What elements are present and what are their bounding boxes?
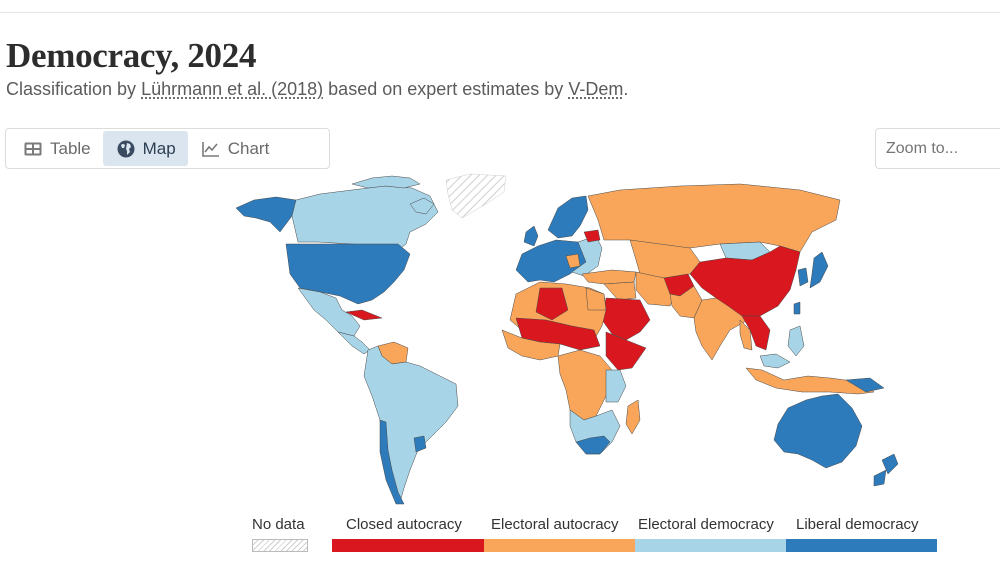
globe-icon	[117, 140, 135, 157]
india[interactable]	[693, 297, 749, 361]
malaysia[interactable]	[759, 353, 791, 369]
indonesia[interactable]	[745, 367, 875, 395]
subtitle-text: .	[623, 79, 629, 99]
legend-swatch-closed-autocracy[interactable]	[332, 539, 484, 552]
tab-table-label: Table	[50, 138, 91, 158]
korea[interactable]	[797, 267, 809, 287]
legend-label-no-data: No data	[252, 516, 305, 533]
philippines[interactable]	[787, 325, 805, 357]
china[interactable]	[689, 245, 801, 317]
papua-new-guinea[interactable]	[845, 377, 885, 393]
legend-label-liberal-democracy: Liberal democracy	[796, 516, 919, 533]
table-icon	[24, 142, 42, 155]
legend-label-electoral-democracy: Electoral democracy	[638, 516, 774, 533]
thailand[interactable]	[739, 319, 753, 351]
tab-chart-label: Chart	[227, 138, 270, 158]
south-africa[interactable]	[575, 435, 611, 455]
subtitle-text: Classification by	[6, 79, 142, 99]
east-africa[interactable]	[605, 369, 627, 403]
greenland[interactable]	[445, 173, 507, 219]
legend-label-closed-autocracy: Closed autocracy	[346, 516, 462, 533]
line-chart-icon	[201, 141, 219, 157]
cuba[interactable]	[345, 309, 383, 321]
page-title: Democracy, 2024	[6, 36, 257, 75]
russia[interactable]	[587, 183, 841, 253]
mexico[interactable]	[297, 287, 361, 337]
alaska[interactable]	[235, 196, 297, 233]
zoom-to-input[interactable]	[875, 128, 1000, 169]
source-link-luhrmann[interactable]: Lührmann et al. (2018)	[141, 79, 324, 99]
tab-table[interactable]: Table	[10, 131, 103, 166]
new-zealand[interactable]	[873, 453, 899, 487]
tab-chart[interactable]: Chart	[188, 131, 282, 166]
scandinavia[interactable]	[547, 195, 589, 239]
canada[interactable]	[291, 185, 439, 253]
ethiopia-horn[interactable]	[605, 331, 647, 371]
saudi-arabia[interactable]	[601, 297, 651, 341]
legend-swatch-no-data	[252, 539, 308, 552]
top-divider	[0, 12, 1000, 13]
chile[interactable]	[379, 419, 405, 505]
taiwan[interactable]	[793, 301, 801, 315]
source-link-vdem[interactable]: V-Dem	[568, 79, 624, 99]
turkey[interactable]	[581, 269, 637, 285]
uk-ireland[interactable]	[523, 225, 539, 247]
madagascar[interactable]	[625, 399, 641, 435]
world-map[interactable]	[0, 170, 1000, 510]
algeria[interactable]	[535, 287, 569, 321]
japan[interactable]	[809, 251, 829, 289]
map-legend: No data Closed autocracy Electoral autoc…	[0, 512, 1000, 557]
page-subtitle: Classification by Lührmann et al. (2018)…	[6, 79, 628, 100]
legend-label-electoral-autocracy: Electoral autocracy	[491, 516, 619, 533]
syria-iraq[interactable]	[603, 281, 637, 301]
central-africa[interactable]	[557, 349, 613, 421]
tab-map-label: Map	[142, 138, 176, 158]
belarus[interactable]	[583, 229, 601, 243]
canada-islands[interactable]	[351, 175, 435, 215]
united-states[interactable]	[285, 243, 411, 305]
tab-map[interactable]: Map	[102, 131, 188, 166]
australia[interactable]	[773, 393, 863, 469]
egypt[interactable]	[585, 287, 607, 311]
subtitle-text: based on expert estimates by	[323, 79, 569, 99]
view-tabs: Table Map Chart	[5, 128, 330, 169]
uruguay[interactable]	[413, 435, 427, 453]
hungary-serbia[interactable]	[565, 253, 581, 269]
south-america[interactable]	[363, 345, 459, 503]
legend-swatch-electoral-democracy[interactable]	[635, 539, 786, 552]
legend-swatch-electoral-autocracy[interactable]	[484, 539, 635, 552]
legend-swatch-liberal-democracy[interactable]	[786, 539, 937, 552]
